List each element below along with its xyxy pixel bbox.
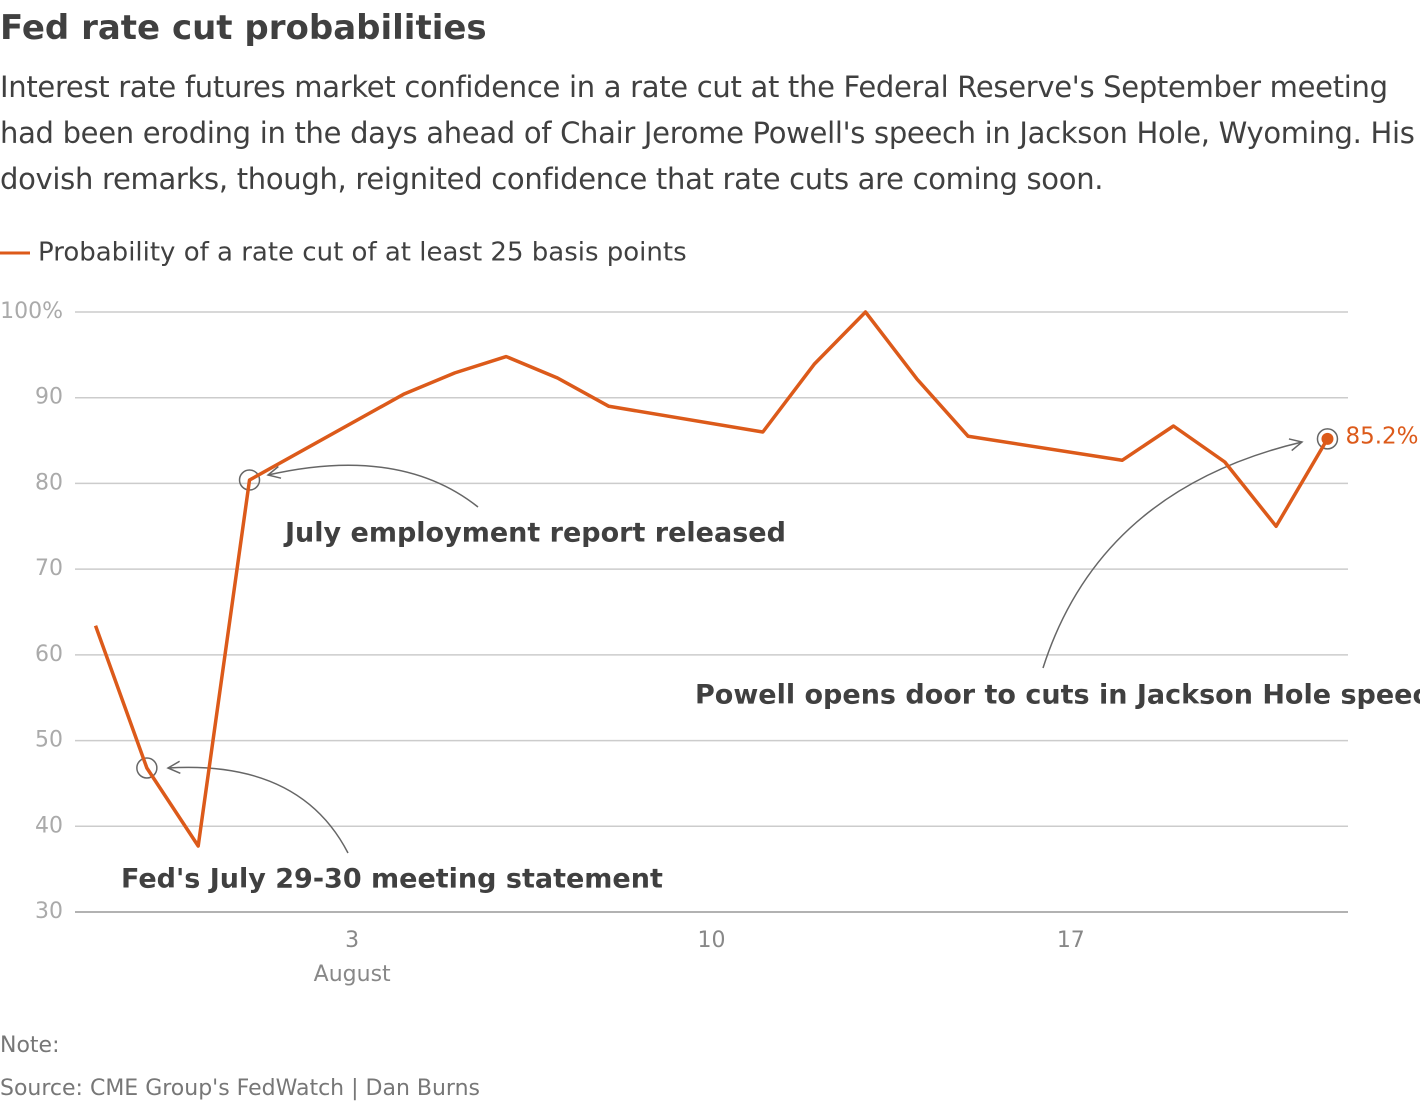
y-tick-label: 60 bbox=[35, 642, 63, 667]
annotation-arrow bbox=[267, 464, 479, 508]
annotation-circle bbox=[136, 757, 158, 779]
y-tick-label: 70 bbox=[35, 556, 63, 581]
source: Source: CME Group's FedWatch | Dan Burns bbox=[0, 1076, 480, 1101]
y-tick-label: 30 bbox=[35, 899, 63, 924]
x-tick-label: 3 bbox=[345, 928, 359, 953]
series-line bbox=[93, 310, 1329, 848]
annotation: Powell opens door to cuts in Jackson Hol… bbox=[695, 680, 1420, 711]
x-tick-label: 17 bbox=[1057, 928, 1085, 953]
y-tick-label: 40 bbox=[35, 813, 63, 838]
annotation: Fed's July 29-30 meeting statement bbox=[121, 864, 663, 895]
annotation-arrowhead bbox=[266, 465, 282, 479]
y-tick-label: 100% bbox=[0, 299, 63, 324]
value-label: 85.2% bbox=[1345, 423, 1418, 449]
y-tick-label: 90 bbox=[35, 385, 63, 410]
annotation-arrowhead bbox=[166, 760, 181, 774]
legend-label: Probability of a rate cut of at least 25… bbox=[38, 238, 687, 268]
y-tick-label: 50 bbox=[35, 728, 63, 753]
chart-title: Fed rate cut probabilities bbox=[0, 8, 487, 48]
annotation-circle bbox=[1316, 428, 1339, 450]
annotation-arrow bbox=[1042, 441, 1303, 669]
x-axis-label: August bbox=[314, 962, 391, 987]
x-tick-label: 10 bbox=[698, 928, 726, 953]
annotation-arrowhead bbox=[1288, 438, 1304, 452]
annotation-arrow bbox=[167, 766, 349, 854]
y-tick-label: 80 bbox=[35, 470, 63, 495]
chart-subtitle: Interest rate futures market confidence … bbox=[0, 70, 1415, 196]
end-point bbox=[1321, 432, 1334, 445]
note: Note: bbox=[0, 1033, 60, 1058]
annotation: July employment report released bbox=[283, 518, 786, 549]
